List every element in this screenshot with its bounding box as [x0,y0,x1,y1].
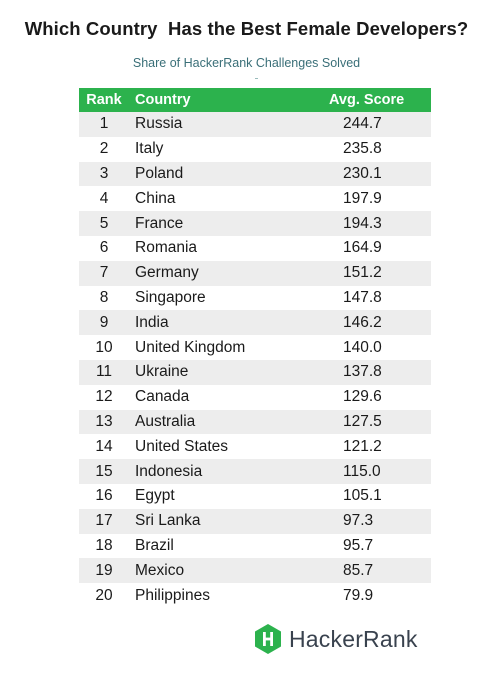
table-row: 9 India 146.2 [79,310,431,336]
ranking-table: Rank Country Avg. Score 1 Russia 244.7 2 Ita… [79,88,431,608]
score-cell: 146.2 [311,310,431,336]
country-cell: Poland [129,161,311,187]
table-row: 3 Poland 230.1 [79,161,431,187]
country-cell: Singapore [129,285,311,311]
score-cell: 230.1 [311,161,431,187]
table-row: 11 Ukraine 137.8 [79,359,431,385]
rank-cell: 17 [79,508,129,534]
table-row: 10 United Kingdom 140.0 [79,335,431,360]
score-cell: 151.2 [311,260,431,286]
rank-cell: 1 [79,112,129,137]
header-avg-score: Avg. Score [311,88,431,112]
score-cell: 129.6 [311,384,431,410]
table-row: 7 Germany 151.2 [79,260,431,286]
score-cell: 95.7 [311,533,431,559]
table-row: 17 Sri Lanka 97.3 [79,508,431,534]
score-cell: 244.7 [311,112,431,137]
score-cell: 85.7 [311,558,431,584]
country-cell: Romania [129,235,311,261]
table-row: 1 Russia 244.7 [79,112,431,137]
score-cell: 127.5 [311,409,431,435]
country-cell: Canada [129,384,311,410]
country-cell: Mexico [129,558,311,584]
rank-cell: 5 [79,211,129,236]
table-row: 6 Romania 164.9 [79,235,431,261]
rank-cell: 7 [79,260,129,286]
rank-cell: 13 [79,409,129,435]
country-cell: Italy [129,136,311,162]
rank-cell: 11 [79,359,129,385]
score-cell: 79.9 [311,583,431,608]
divider-mark [255,78,258,79]
rank-cell: 12 [79,384,129,410]
score-cell: 235.8 [311,136,431,162]
rank-cell: 8 [79,285,129,311]
score-cell: 105.1 [311,483,431,509]
header-country: Country [129,88,311,112]
rank-cell: 16 [79,483,129,509]
country-cell: Germany [129,260,311,286]
rank-cell: 14 [79,434,129,460]
header-rank: Rank [79,88,129,112]
table-row: 15 Indonesia 115.0 [79,459,431,484]
score-cell: 97.3 [311,508,431,534]
country-cell: Indonesia [129,459,311,484]
rank-cell: 4 [79,186,129,212]
country-cell: United Kingdom [129,335,311,360]
score-cell: 137.8 [311,359,431,385]
chart-title: Which Country Has the Best Female Develo… [24,18,469,39]
table-row: 14 United States 121.2 [79,434,431,460]
table-header-row: Rank Country Avg. Score [79,88,431,112]
table-row: 2 Italy 235.8 [79,136,431,162]
country-cell: Ukraine [129,359,311,385]
country-cell: France [129,211,311,236]
score-cell: 147.8 [311,285,431,311]
rank-cell: 2 [79,136,129,162]
rank-cell: 3 [79,161,129,187]
country-cell: Egypt [129,483,311,509]
rank-cell: 10 [79,335,129,360]
table-row: 13 Australia 127.5 [79,409,431,435]
table-body: 1 Russia 244.7 2 Italy 235.8 3 Poland 230.1 4 Chin… [79,112,431,608]
country-cell: Brazil [129,533,311,559]
brand-logo: HackerRank [255,622,418,656]
score-cell: 197.9 [311,186,431,212]
chart-subtitle: Share of HackerRank Challenges Solved [132,56,361,70]
table-row: 18 Brazil 95.7 [79,533,431,559]
country-cell: Russia [129,112,311,137]
rank-cell: 20 [79,583,129,608]
country-cell: Australia [129,409,311,435]
table-row: 12 Canada 129.6 [79,384,431,410]
score-cell: 194.3 [311,211,431,236]
table-row: 16 Egypt 105.1 [79,483,431,509]
table-row: 19 Mexico 85.7 [79,558,431,584]
score-cell: 164.9 [311,235,431,261]
country-cell: India [129,310,311,336]
country-cell: China [129,186,311,212]
score-cell: 121.2 [311,434,431,460]
table-row: 20 Philippines 79.9 [79,583,431,608]
rank-cell: 9 [79,310,129,336]
rank-cell: 19 [79,558,129,584]
hackerrank-logo-icon [255,624,281,654]
rank-cell: 15 [79,459,129,484]
country-cell: United States [129,434,311,460]
country-cell: Philippines [129,583,311,608]
table-row: 8 Singapore 147.8 [79,285,431,311]
table-row: 4 China 197.9 [79,186,431,212]
country-cell: Sri Lanka [129,508,311,534]
table-row: 5 France 194.3 [79,211,431,236]
score-cell: 115.0 [311,459,431,484]
score-cell: 140.0 [311,335,431,360]
rank-cell: 6 [79,235,129,261]
brand-name: HackerRank [289,625,418,652]
rank-cell: 18 [79,533,129,559]
